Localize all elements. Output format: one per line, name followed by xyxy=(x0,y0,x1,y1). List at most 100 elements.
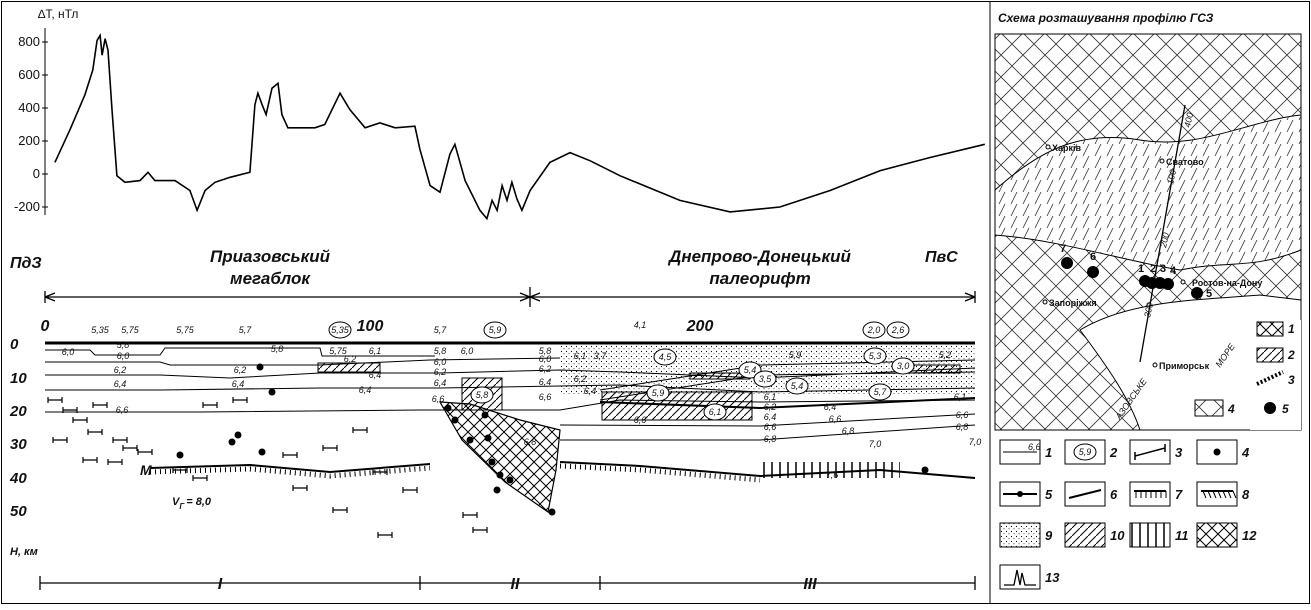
depth-label: Н, км xyxy=(10,546,38,558)
velocity-label: 3,0 xyxy=(897,361,910,371)
legend-number: 1 xyxy=(1045,445,1052,460)
depth-tick-label: 50 xyxy=(10,503,27,520)
quake-bar xyxy=(323,445,337,451)
region-label: палеорифт xyxy=(709,269,810,288)
depth-tick-label: 20 xyxy=(9,403,27,420)
depth-tick-label: 0 xyxy=(10,336,19,353)
velocity-label: 6,2 xyxy=(234,365,247,375)
velocity-label: 6,4 xyxy=(434,378,447,388)
velocity-label: 6,1 xyxy=(954,392,967,402)
y-tick-label: 800 xyxy=(18,34,40,49)
city-label: Запоріжжя xyxy=(1049,298,1097,308)
velocity-label: 7,0 xyxy=(969,437,982,447)
station-dot xyxy=(1087,266,1099,278)
region-label: ПдЗ xyxy=(10,255,42,272)
y-tick-label: 0 xyxy=(33,166,40,181)
magnetic-chart: ∆T, нТл -2000200400600800 xyxy=(14,7,985,219)
velocity-label: 6,2 xyxy=(344,354,357,364)
velocity-label: 6,8 xyxy=(842,426,855,436)
velocity-label: 5,35 xyxy=(331,325,350,335)
velocity-label: 6,0 xyxy=(461,346,474,356)
quake-bar xyxy=(53,437,67,443)
velocity-label: 6,6 xyxy=(634,415,647,425)
legend-number: 6 xyxy=(1110,487,1118,502)
distance-label: 100 xyxy=(357,318,384,335)
region-label: ПвС xyxy=(925,249,958,266)
quake-dot xyxy=(177,452,184,459)
quake-dot xyxy=(497,472,504,479)
map-legend-label: 5 xyxy=(1282,402,1289,416)
distance-label: 0 xyxy=(41,318,50,335)
map-legend-label: 2 xyxy=(1287,348,1295,362)
city-marker xyxy=(1181,280,1185,284)
velocity-label: 6,4 xyxy=(584,386,597,396)
quake-bar xyxy=(203,402,217,408)
region-label: Днепрово-Донецький xyxy=(667,247,852,266)
vg-sub: Г xyxy=(179,502,185,511)
y-tick-label: 200 xyxy=(18,133,40,148)
velocity-label: 4,1 xyxy=(634,320,647,330)
map-legend-label: 4 xyxy=(1227,402,1235,416)
map-legend-label: 1 xyxy=(1288,322,1295,336)
quake-bar xyxy=(123,445,137,451)
quake-dot xyxy=(922,467,929,474)
legend-number: 8 xyxy=(1242,487,1250,502)
velocity-label: 5,75 xyxy=(121,325,140,335)
velocity-label: 5,9 xyxy=(652,388,665,398)
city-label: Приморськ xyxy=(1159,361,1210,371)
velocity-label: 4,5 xyxy=(659,352,673,362)
seismic-section: Н, км M VГ= 8,0 010020001020304050IIIIII… xyxy=(9,318,981,593)
zone-line xyxy=(40,576,975,590)
velocity-label: 2,0 xyxy=(867,325,881,335)
quake-dot xyxy=(507,477,514,484)
legend-number: 12 xyxy=(1242,528,1257,543)
velocity-label: 6,1 xyxy=(369,346,382,356)
velocity-label: 6,8 xyxy=(524,437,537,447)
legend-number: 9 xyxy=(1045,528,1053,543)
quake-bar xyxy=(233,397,247,403)
quake-bar xyxy=(473,527,487,533)
map-legend-swatch xyxy=(1195,400,1223,416)
quake-bar xyxy=(88,429,102,435)
map-legend-swatch xyxy=(1257,348,1283,362)
city-label: Харків xyxy=(1052,143,1082,153)
legend-swatch xyxy=(1065,523,1105,547)
quake-bar xyxy=(138,449,152,455)
velocity-label: 6,0 xyxy=(434,357,447,367)
map-legend-label: 3 xyxy=(1288,373,1295,387)
velocity-label: 6,4 xyxy=(369,370,382,380)
region-label: Приазовський xyxy=(210,247,331,266)
station-label: 7 xyxy=(1060,243,1066,255)
quake-dot xyxy=(445,405,452,412)
quake-dot xyxy=(489,459,496,466)
velocity-label: 3,7 xyxy=(594,351,608,361)
legend-number: 7 xyxy=(1175,487,1183,502)
velocity-label: 5,7 xyxy=(434,325,448,335)
quake-bar xyxy=(93,402,107,408)
map-legend-swatch xyxy=(1257,322,1283,336)
velocity-label: 5,75 xyxy=(176,325,195,335)
distance-label: 200 xyxy=(686,318,714,335)
legend-symbol xyxy=(1136,491,1166,498)
quake-bar xyxy=(73,417,87,423)
location-map: Схема розташування профілю ГСЗ 1234567 Х… xyxy=(995,11,1301,430)
velocity-label: 2,6 xyxy=(891,325,905,335)
region-arrows xyxy=(45,287,975,307)
quake-bar xyxy=(48,397,62,403)
quake-dot xyxy=(482,412,489,419)
city-label: Сватово xyxy=(1166,157,1204,167)
velocity-label: 6,8 xyxy=(764,434,777,444)
legend-swatch xyxy=(1197,523,1237,547)
velocity-label: 6,2 xyxy=(764,402,777,412)
quake-dot xyxy=(235,432,242,439)
vg-label: VГ= 8,0 xyxy=(172,496,212,511)
zone-label: II xyxy=(511,576,520,593)
anomaly-curve xyxy=(55,35,985,218)
y-tick-label: 600 xyxy=(18,67,40,82)
velocity-label: 5,35 xyxy=(91,325,110,335)
velocity-label: 5,4 xyxy=(791,381,804,391)
station-label: 5 xyxy=(1206,288,1212,300)
legend-sample: 5,9 xyxy=(1079,447,1092,457)
velocity-label: 6,0 xyxy=(539,354,552,364)
